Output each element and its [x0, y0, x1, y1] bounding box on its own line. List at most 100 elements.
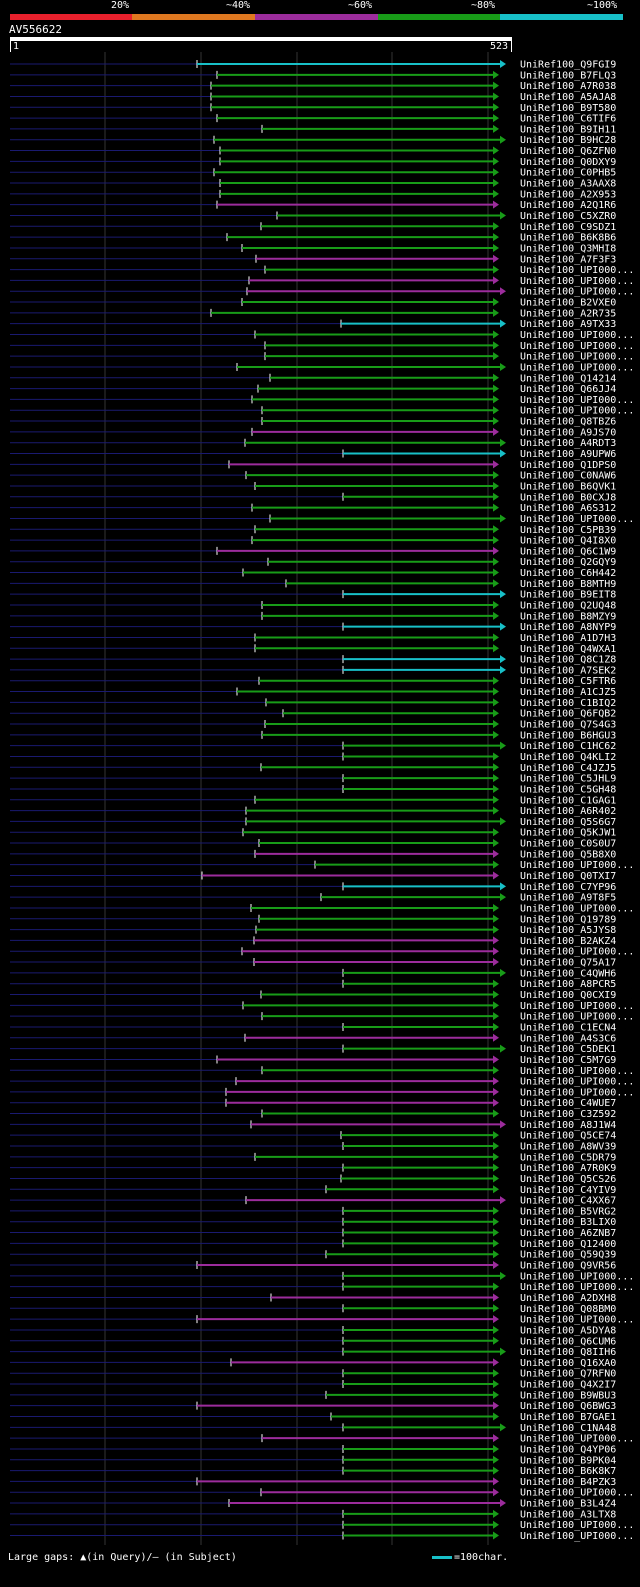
hit-row[interactable]: UniRef100_C6H442 [10, 568, 616, 579]
hit-row[interactable]: UniRef100_A8NYP9 [10, 622, 616, 633]
hit-label[interactable]: UniRef100_A9TX33 [520, 319, 616, 330]
hit-row[interactable]: UniRef100_UPI000... [10, 287, 634, 298]
hit-label[interactable]: UniRef100_A6R402 [520, 806, 616, 817]
hit-label[interactable]: UniRef100_UPI000... [520, 947, 634, 958]
hit-row[interactable]: UniRef100_Q9VR56 [10, 1261, 616, 1272]
hit-row[interactable]: UniRef100_Q7RFN0 [10, 1369, 616, 1380]
hit-row[interactable]: UniRef100_C1ECN4 [10, 1022, 616, 1033]
hit-row[interactable]: UniRef100_Q5S6G7 [10, 817, 616, 828]
hit-label[interactable]: UniRef100_C4YIV9 [520, 1185, 616, 1196]
hit-label[interactable]: UniRef100_Q08BM0 [520, 1304, 616, 1315]
hit-row[interactable]: UniRef100_A9T8F5 [10, 893, 616, 904]
hit-label[interactable]: UniRef100_A7R0K9 [520, 1163, 616, 1174]
hit-row[interactable]: UniRef100_Q75A17 [10, 958, 616, 969]
hit-row[interactable]: UniRef100_B2VXE0 [10, 298, 616, 309]
hit-row[interactable]: UniRef100_UPI000... [10, 1001, 634, 1012]
hit-label[interactable]: UniRef100_Q6CUM6 [520, 1336, 616, 1347]
hit-row[interactable]: UniRef100_Q4WXA1 [10, 644, 616, 655]
hit-row[interactable]: UniRef100_UPI000... [10, 1315, 634, 1326]
hit-label[interactable]: UniRef100_Q6ZFN0 [520, 146, 616, 157]
hit-label[interactable]: UniRef100_B7FLQ3 [520, 70, 616, 81]
hit-row[interactable]: UniRef100_B3LIX0 [10, 1217, 616, 1228]
hit-row[interactable]: UniRef100_Q4YP06 [10, 1444, 616, 1455]
hit-label[interactable]: UniRef100_UPI000... [520, 1001, 634, 1012]
hit-row[interactable]: UniRef100_C5DR79 [10, 1152, 616, 1163]
hit-label[interactable]: UniRef100_C5DR79 [520, 1152, 616, 1163]
hit-label[interactable]: UniRef100_B2AKZ4 [520, 936, 616, 947]
hit-label[interactable]: UniRef100_UPI000... [520, 1012, 634, 1023]
hit-row[interactable]: UniRef100_UPI000... [10, 1434, 634, 1445]
hit-row[interactable]: UniRef100_C5M7G9 [10, 1055, 616, 1066]
hit-row[interactable]: UniRef100_A2DXH8 [10, 1293, 616, 1304]
hit-label[interactable]: UniRef100_A2X953 [520, 189, 616, 200]
hit-row[interactable]: UniRef100_C4JZJ5 [10, 763, 616, 774]
hit-row[interactable]: UniRef100_Q59Q39 [10, 1250, 616, 1261]
hit-label[interactable]: UniRef100_UPI000... [520, 1087, 634, 1098]
hit-label[interactable]: UniRef100_Q1DPS0 [520, 460, 616, 471]
hit-row[interactable]: UniRef100_Q14214 [10, 373, 616, 384]
hit-row[interactable]: UniRef100_B6K8K7 [10, 1466, 616, 1477]
hit-row[interactable]: UniRef100_A7R0K9 [10, 1163, 616, 1174]
hit-row[interactable]: UniRef100_UPI000... [10, 1531, 634, 1542]
hit-label[interactable]: UniRef100_B6K8K7 [520, 1466, 616, 1477]
hit-row[interactable]: UniRef100_Q0CXI9 [10, 990, 616, 1001]
hit-label[interactable]: UniRef100_UPI000... [520, 265, 634, 276]
hit-label[interactable]: UniRef100_UPI000... [520, 362, 634, 373]
hit-label[interactable]: UniRef100_Q2GQY9 [520, 557, 616, 568]
hit-label[interactable]: UniRef100_B4PZK3 [520, 1477, 616, 1488]
hit-label[interactable]: UniRef100_C5GH48 [520, 784, 616, 795]
hit-row[interactable]: UniRef100_C1NA48 [10, 1423, 616, 1434]
hit-label[interactable]: UniRef100_C6TIF6 [520, 114, 616, 125]
hit-label[interactable]: UniRef100_UPI000... [520, 1066, 634, 1077]
hit-label[interactable]: UniRef100_B7GAE1 [520, 1412, 616, 1423]
hit-row[interactable]: UniRef100_C5PB39 [10, 525, 616, 536]
hit-row[interactable]: UniRef100_C0PHB5 [10, 168, 616, 179]
hit-row[interactable]: UniRef100_C5JHL9 [10, 774, 616, 785]
hit-row[interactable]: UniRef100_A6R402 [10, 806, 616, 817]
hit-row[interactable]: UniRef100_UPI000... [10, 947, 634, 958]
hit-label[interactable]: UniRef100_Q4WXA1 [520, 644, 616, 655]
hit-label[interactable]: UniRef100_A7F3F3 [520, 254, 616, 265]
hit-row[interactable]: UniRef100_B2AKZ4 [10, 936, 616, 947]
hit-row[interactable]: UniRef100_C5GH48 [10, 784, 616, 795]
hit-row[interactable]: UniRef100_A3LTX8 [10, 1509, 616, 1520]
hit-row[interactable]: UniRef100_B5VRG2 [10, 1206, 616, 1217]
hit-row[interactable]: UniRef100_Q7S4G3 [10, 720, 616, 731]
hit-label[interactable]: UniRef100_B9EIT8 [520, 590, 616, 601]
hit-label[interactable]: UniRef100_UPI000... [520, 406, 634, 417]
hit-row[interactable]: UniRef100_Q2UQ48 [10, 601, 616, 612]
hit-label[interactable]: UniRef100_B9IH11 [520, 124, 616, 135]
hit-label[interactable]: UniRef100_A2R735 [520, 308, 616, 319]
hit-label[interactable]: UniRef100_B5VRG2 [520, 1206, 616, 1217]
hit-row[interactable]: UniRef100_Q6CUM6 [10, 1336, 616, 1347]
hit-row[interactable]: UniRef100_Q0TXI7 [10, 871, 616, 882]
hit-row[interactable]: UniRef100_Q4KLI2 [10, 752, 616, 763]
hit-row[interactable]: UniRef100_C7YP96 [10, 882, 616, 893]
hit-row[interactable]: UniRef100_Q8TBZ6 [10, 417, 616, 428]
hit-label[interactable]: UniRef100_C9SDZ1 [520, 222, 616, 233]
hit-row[interactable]: UniRef100_A5DYA8 [10, 1325, 616, 1336]
hit-label[interactable]: UniRef100_A5JYS8 [520, 925, 616, 936]
hit-label[interactable]: UniRef100_B6K8B6 [520, 233, 616, 244]
hit-label[interactable]: UniRef100_UPI000... [520, 860, 634, 871]
hit-label[interactable]: UniRef100_A4S3C6 [520, 1033, 616, 1044]
hit-label[interactable]: UniRef100_Q59Q39 [520, 1250, 616, 1261]
hit-label[interactable]: UniRef100_Q8IIH6 [520, 1347, 616, 1358]
hit-label[interactable]: UniRef100_A4RDT3 [520, 438, 616, 449]
hit-row[interactable]: UniRef100_A3AAX8 [10, 179, 616, 190]
hit-label[interactable]: UniRef100_A8PCR5 [520, 979, 616, 990]
hit-row[interactable]: UniRef100_Q6BWG3 [10, 1401, 616, 1412]
hit-label[interactable]: UniRef100_C4JZJ5 [520, 763, 616, 774]
hit-row[interactable]: UniRef100_A2X953 [10, 189, 616, 200]
hit-row[interactable]: UniRef100_A5JYS8 [10, 925, 616, 936]
hit-row[interactable]: UniRef100_B7GAE1 [10, 1412, 616, 1423]
hit-row[interactable]: UniRef100_C4QWH6 [10, 968, 616, 979]
hit-row[interactable]: UniRef100_UPI000... [10, 1077, 634, 1088]
hit-row[interactable]: UniRef100_C3Z592 [10, 1109, 616, 1120]
hit-label[interactable]: UniRef100_A1CJZ5 [520, 687, 616, 698]
hit-row[interactable]: UniRef100_Q5CE74 [10, 1131, 616, 1142]
hit-row[interactable]: UniRef100_Q6FQB2 [10, 709, 616, 720]
hit-label[interactable]: UniRef100_UPI000... [520, 352, 634, 363]
hit-label[interactable]: UniRef100_Q5CS26 [520, 1174, 616, 1185]
hit-label[interactable]: UniRef100_C5DEK1 [520, 1044, 616, 1055]
